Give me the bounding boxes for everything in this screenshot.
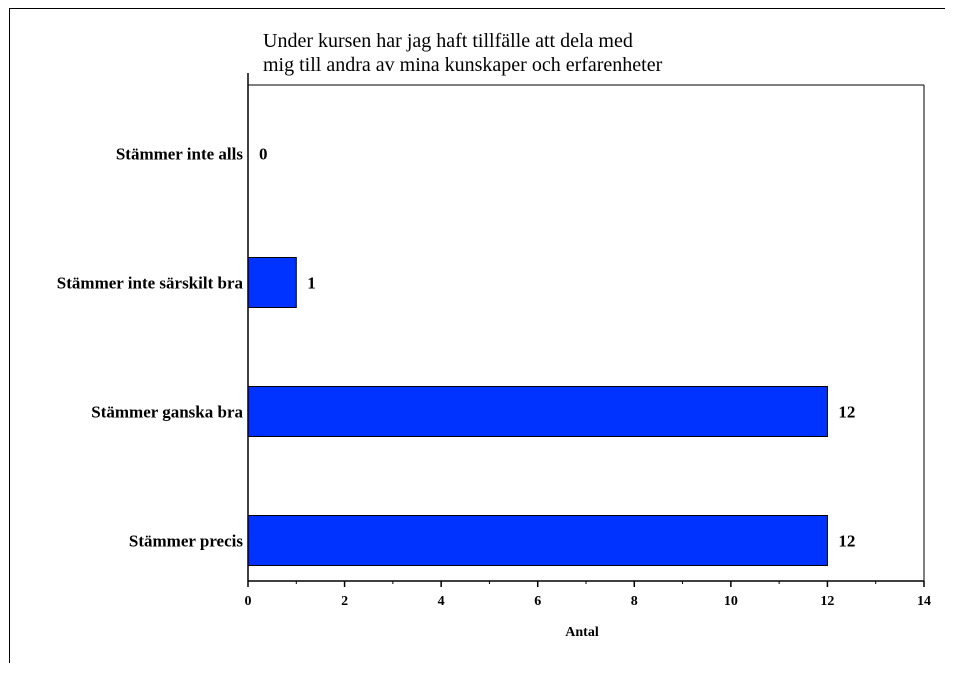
ticks-layer: 0 2 4 6 8 10 12 14 <box>245 581 931 609</box>
category-label-3: Stämmer precis <box>129 532 243 551</box>
value-label-1: 1 <box>307 274 316 293</box>
x-tick-label-4: 8 <box>631 594 638 609</box>
bar-1 <box>247 257 297 308</box>
bar-3 <box>247 515 828 566</box>
bars-layer <box>247 257 828 566</box>
x-tick-label-3: 6 <box>534 594 541 609</box>
category-label-0: Stämmer inte alls <box>116 145 244 164</box>
x-tick-label-5: 10 <box>724 594 738 609</box>
x-axis-title: Antal <box>565 625 599 640</box>
chart-title-line-2: mig till andra av mina kunskaper och erf… <box>263 54 663 76</box>
value-label-3: 12 <box>838 532 855 551</box>
x-tick-label-2: 4 <box>438 594 445 609</box>
x-tick-label-7: 14 <box>917 594 931 609</box>
category-label-1: Stämmer inte särskilt bra <box>57 274 244 293</box>
x-tick-label-6: 12 <box>820 594 834 609</box>
x-tick-label-0: 0 <box>245 594 252 609</box>
bar-2 <box>247 386 828 437</box>
value-label-0: 0 <box>259 145 268 164</box>
page-frame <box>9 8 945 663</box>
x-tick-label-1: 2 <box>341 594 348 609</box>
chart-title-line-1: Under kursen har jag haft tillfälle att … <box>263 30 633 52</box>
value-label-2: 12 <box>838 403 855 422</box>
labels-layer: Stämmer inte alls 0 Stämmer inte särskilt … <box>57 145 856 551</box>
category-label-2: Stämmer ganska bra <box>91 403 243 422</box>
